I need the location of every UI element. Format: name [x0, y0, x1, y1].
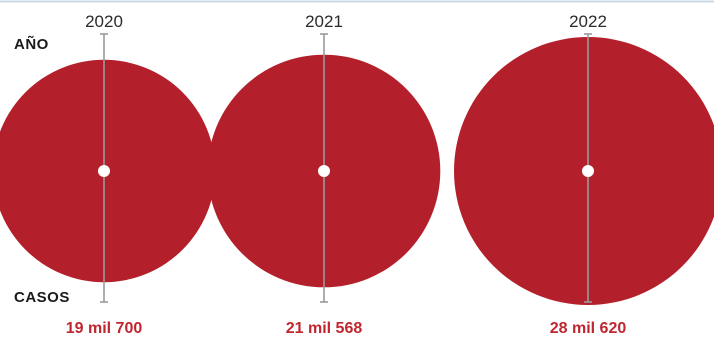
year-row-label: AÑO: [14, 36, 49, 53]
cases-row-label: CASOS: [14, 289, 70, 306]
value-label: 21 mil 568: [286, 320, 363, 337]
year-label: 2021: [305, 12, 343, 31]
year-label: 2020: [85, 12, 123, 31]
bubble-center-dot: [318, 165, 330, 177]
bubble-center-dot: [98, 165, 110, 177]
value-label: 19 mil 700: [66, 320, 143, 337]
bubble-center-dot: [582, 165, 594, 177]
value-label: 28 mil 620: [550, 320, 627, 337]
year-label: 2022: [569, 12, 607, 31]
